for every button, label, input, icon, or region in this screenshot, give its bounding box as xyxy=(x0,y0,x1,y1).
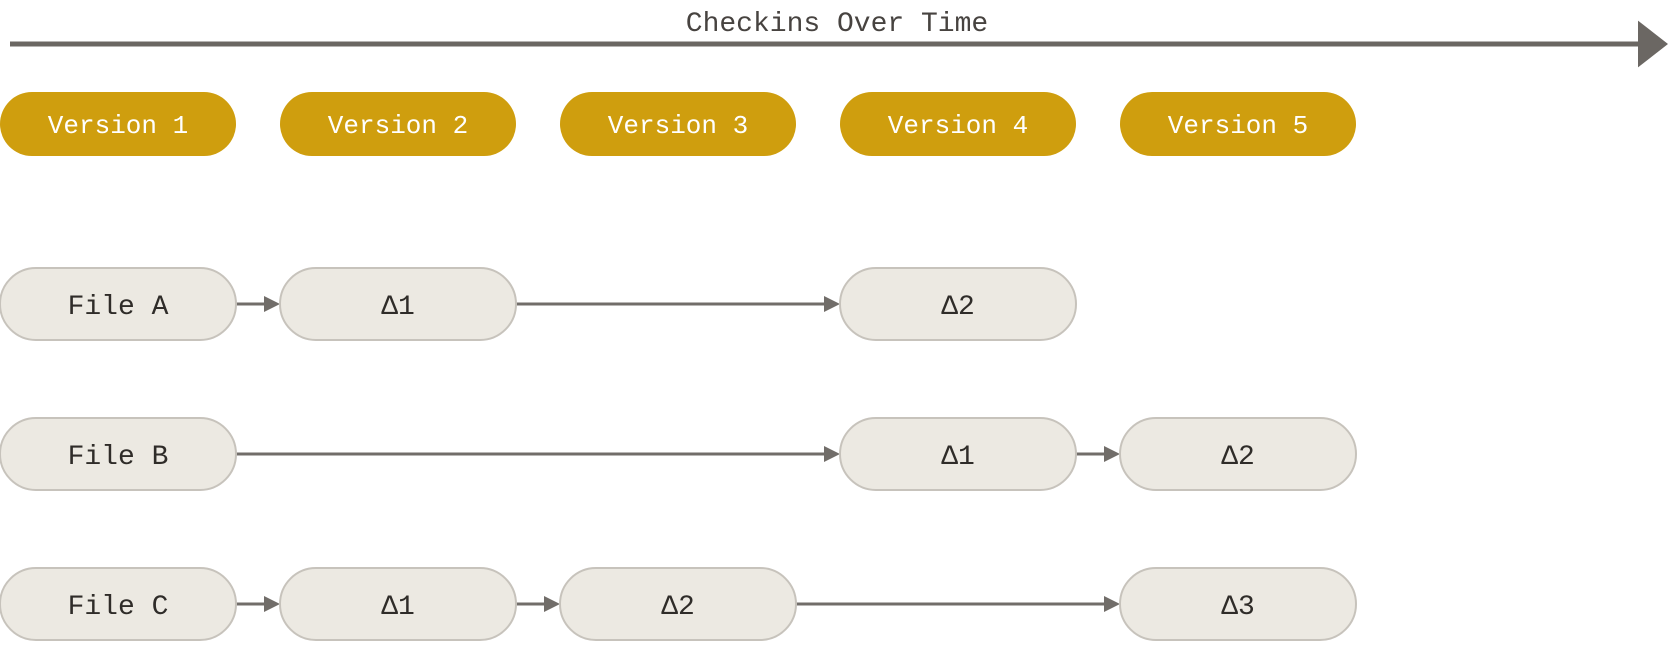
delta-arrow-head xyxy=(544,596,560,612)
version-label: Version 5 xyxy=(1168,111,1308,141)
delta-arrow-head xyxy=(264,596,280,612)
version-label: Version 1 xyxy=(48,111,188,141)
file-label: File A xyxy=(68,292,169,323)
timeline-arrow-head xyxy=(1638,21,1668,68)
delta-label: Δ2 xyxy=(941,292,975,323)
diagram-canvas: Checkins Over Time Version 1 Version 2 Vers… xyxy=(0,0,1674,648)
title-text: Checkins Over Time xyxy=(686,9,988,40)
delta-arrow-head xyxy=(1104,596,1120,612)
delta-label: Δ1 xyxy=(381,292,415,323)
delta-arrow-head xyxy=(264,296,280,312)
delta-arrow-head xyxy=(824,446,840,462)
delta-label: Δ1 xyxy=(941,442,975,473)
delta-label: Δ2 xyxy=(661,592,695,623)
version-label: Version 4 xyxy=(888,111,1028,141)
file-label: File B xyxy=(68,442,169,473)
delta-arrow-head xyxy=(824,296,840,312)
version-label: Version 3 xyxy=(608,111,748,141)
delta-label: Δ3 xyxy=(1221,592,1255,623)
delta-label: Δ1 xyxy=(381,592,415,623)
version-label: Version 2 xyxy=(328,111,468,141)
file-label: File C xyxy=(68,592,169,623)
delta-label: Δ2 xyxy=(1221,442,1255,473)
delta-arrow-head xyxy=(1104,446,1120,462)
